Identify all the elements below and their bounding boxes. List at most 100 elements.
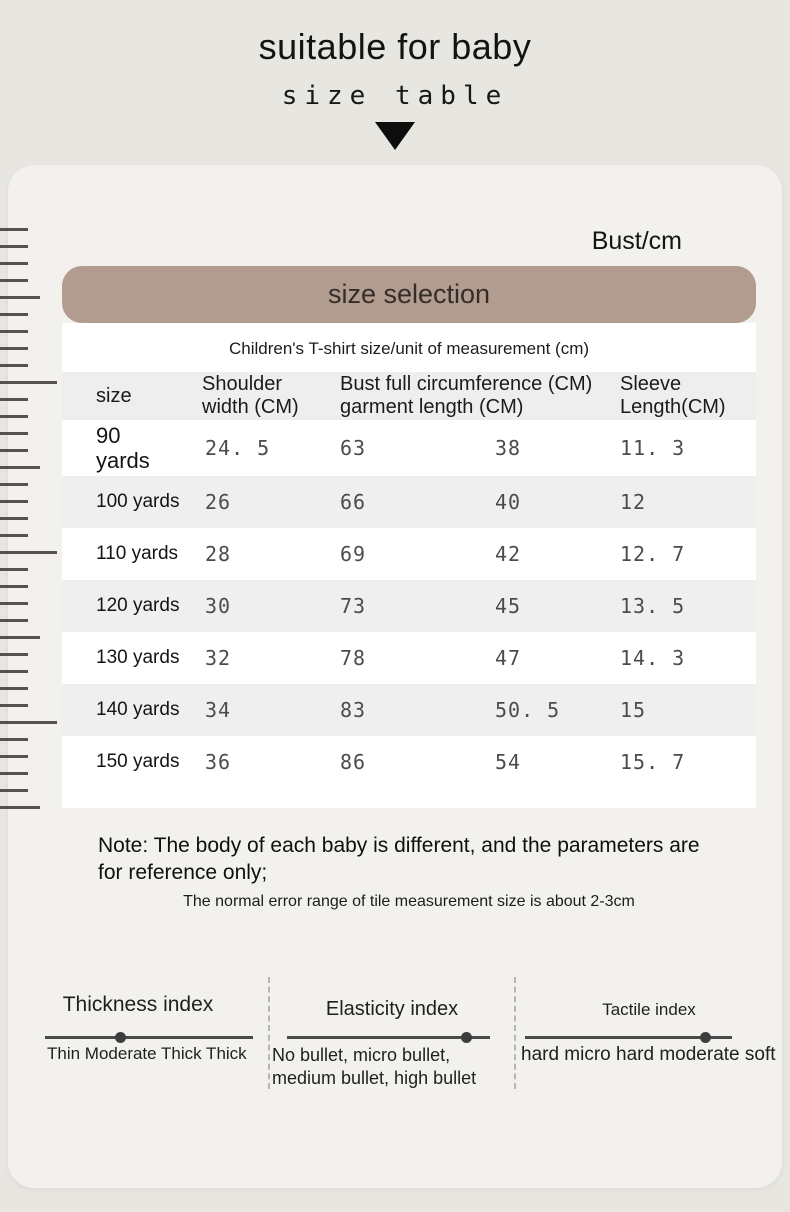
ruler-tick <box>0 449 28 452</box>
bust-cell: 86 <box>340 750 367 774</box>
tactile-index-panel: Tactile index hard micro hard moderate s… <box>514 977 782 1089</box>
ruler-tick <box>0 738 28 741</box>
thickness-index-marker-icon <box>114 1032 126 1043</box>
size-cell: 140 yards <box>96 699 180 721</box>
size-cell: 130 yards <box>96 647 180 669</box>
ruler-tick <box>0 500 28 503</box>
sleeve-length-cell: 12. 7 <box>620 542 686 566</box>
elasticity-index-slider <box>287 1032 490 1043</box>
sleeve-length-cell: 12 <box>620 490 647 514</box>
ruler-tick <box>0 704 28 707</box>
sleeve-length-cell: 15 <box>620 698 647 722</box>
ruler-tick <box>0 483 28 486</box>
ruler-tick <box>0 330 28 333</box>
table-row: 90 yards 24. 5 63 38 11. 3 <box>62 420 756 476</box>
shoulder-width-cell: 32 <box>205 646 232 670</box>
fabric-indexes: Thickness index Thin Moderate Thick Thic… <box>8 977 782 1089</box>
sleeve-length-cell: 11. 3 <box>620 436 686 460</box>
size-card: Bust/cm size selection Children's T-shir… <box>8 165 782 1188</box>
thickness-index-panel: Thickness index Thin Moderate Thick Thic… <box>8 977 268 1089</box>
ruler-tick <box>0 262 28 265</box>
shoulder-width-cell: 26 <box>205 490 232 514</box>
elasticity-index-title: Elasticity index <box>325 998 459 1020</box>
table-caption: Children's T-shirt size/unit of measurem… <box>228 339 590 358</box>
ruler-tick <box>0 245 28 248</box>
shoulder-width-cell: 24. 5 <box>205 436 271 460</box>
garment-length-cell: 40 <box>495 490 522 514</box>
ruler-tick <box>0 534 28 537</box>
ruler-tick <box>0 755 28 758</box>
ruler-tick <box>0 636 40 639</box>
elasticity-index-scale: No bullet, micro bullet, medium bullet, … <box>272 1045 477 1089</box>
ruler-tick <box>0 772 28 775</box>
elasticity-index-marker-icon <box>460 1032 472 1043</box>
header-sleeve-length: Sleeve Length(CM) <box>620 373 726 418</box>
bust-cell: 66 <box>340 490 367 514</box>
ruler-tick <box>0 602 28 605</box>
table-header-row: size Shoulder width (CM) Bust full circu… <box>62 372 756 420</box>
thickness-index-slider <box>45 1032 253 1043</box>
bust-cell: 73 <box>340 594 367 618</box>
ruler-tick <box>0 296 40 299</box>
header-bust-garment: Bust full circumference (CM) garment len… <box>340 373 593 418</box>
table-row: 110 yards 28 69 42 12. 7 <box>62 528 756 580</box>
garment-length-cell: 45 <box>495 594 522 618</box>
size-cell: 110 yards <box>96 543 179 565</box>
page-title: suitable for baby <box>258 26 532 67</box>
shoulder-width-cell: 34 <box>205 698 232 722</box>
shoulder-width-cell: 28 <box>205 542 232 566</box>
hero-section: suitable for baby size table <box>0 0 790 150</box>
ruler-tick <box>0 551 57 554</box>
size-cell: 90 yards <box>96 422 150 473</box>
ruler-tick <box>0 398 28 401</box>
ruler-tick <box>0 313 28 316</box>
header-shoulder-width: Shoulder width (CM) <box>202 373 299 418</box>
tactile-index-scale: hard micro hard moderate soft <box>521 1044 776 1065</box>
thickness-index-title: Thickness index <box>62 993 214 1016</box>
sleeve-length-cell: 14. 3 <box>620 646 686 670</box>
elasticity-index-panel: Elasticity index No bullet, micro bullet… <box>268 977 514 1089</box>
tactile-index-slider <box>525 1032 732 1043</box>
bust-cell: 69 <box>340 542 367 566</box>
size-cell: 150 yards <box>96 751 180 773</box>
garment-length-cell: 38 <box>495 436 522 460</box>
ruler-tick <box>0 466 40 469</box>
garment-length-cell: 47 <box>495 646 522 670</box>
ruler-tick <box>0 517 28 520</box>
ruler-tick <box>0 432 28 435</box>
bust-unit-label: Bust/cm <box>591 227 682 255</box>
page-subtitle: size table <box>281 81 509 111</box>
ruler-tick <box>0 415 28 418</box>
bust-cell: 83 <box>340 698 367 722</box>
table-row: 120 yards 30 73 45 13. 5 <box>62 580 756 632</box>
ruler-tick <box>0 381 57 384</box>
garment-length-cell: 50. 5 <box>495 698 561 722</box>
size-cell: 120 yards <box>96 595 180 617</box>
tactile-index-title: Tactile index <box>602 1000 696 1019</box>
ruler-tick <box>0 806 40 809</box>
ruler <box>0 228 57 823</box>
note-subtext: The normal error range of tile measureme… <box>183 893 635 911</box>
sleeve-length-cell: 15. 7 <box>620 750 686 774</box>
header-size: size <box>96 384 132 407</box>
ruler-tick <box>0 228 28 231</box>
ruler-tick <box>0 619 28 622</box>
table-row: 100 yards 26 66 40 12 <box>62 476 756 528</box>
banner-title: size selection <box>327 279 491 309</box>
ruler-tick <box>0 364 28 367</box>
size-selection-banner: size selection <box>62 266 756 323</box>
shoulder-width-cell: 36 <box>205 750 232 774</box>
ruler-tick <box>0 585 28 588</box>
sleeve-length-cell: 13. 5 <box>620 594 686 618</box>
garment-length-cell: 42 <box>495 542 522 566</box>
ruler-tick <box>0 347 28 350</box>
tactile-index-marker-icon <box>700 1032 712 1043</box>
table-row: 150 yards 36 86 54 15. 7 <box>62 736 756 788</box>
triangle-down-icon <box>375 122 415 150</box>
ruler-tick <box>0 568 28 571</box>
size-table-container: Children's T-shirt size/unit of measurem… <box>62 323 756 808</box>
ruler-tick <box>0 721 57 724</box>
table-row: 130 yards 32 78 47 14. 3 <box>62 632 756 684</box>
size-table: size Shoulder width (CM) Bust full circu… <box>62 372 756 788</box>
ruler-tick <box>0 653 28 656</box>
